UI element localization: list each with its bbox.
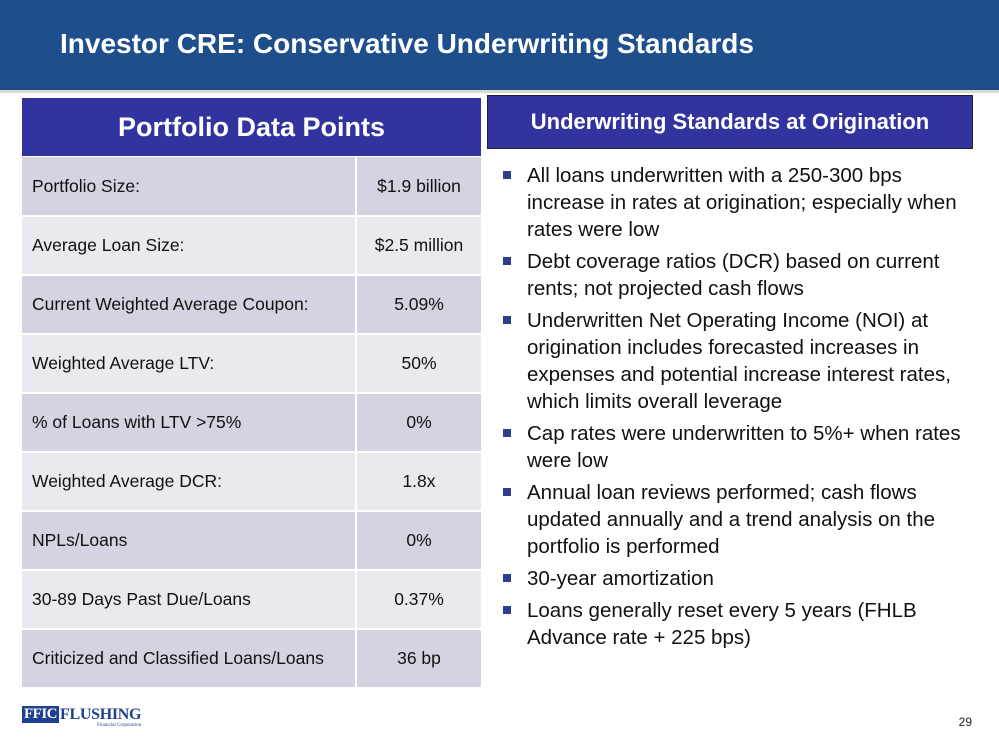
table-row: % of Loans with LTV >75% 0% [22, 393, 481, 453]
bullet-icon [503, 171, 511, 179]
row-value: 0.37% [356, 570, 481, 630]
table-row: Weighted Average LTV: 50% [22, 334, 481, 394]
logo-subtitle: Financial Corporation [97, 723, 142, 728]
bullet-text: All loans underwritten with a 250-300 bp… [527, 164, 957, 241]
bullet-text: Loans generally reset every 5 years (FHL… [527, 599, 917, 649]
bullet-text: 30-year amortization [527, 567, 714, 590]
bullet-icon [503, 257, 511, 265]
row-value: 0% [356, 393, 481, 453]
underwriting-bullet-list: All loans underwritten with a 250-300 bp… [497, 162, 977, 656]
table-row: Weighted Average DCR: 1.8x [22, 452, 481, 512]
row-label: Weighted Average DCR: [22, 452, 357, 512]
row-label: NPLs/Loans [22, 511, 357, 571]
table-row: NPLs/Loans 0% [22, 511, 481, 571]
list-item: All loans underwritten with a 250-300 bp… [497, 162, 977, 243]
list-item: 30-year amortization [497, 565, 977, 592]
row-label: Weighted Average LTV: [22, 334, 357, 394]
underwriting-header: Underwriting Standards at Origination [487, 95, 973, 149]
table-row: Portfolio Size: $1.9 billion [22, 157, 481, 217]
row-label: Portfolio Size: [22, 157, 357, 217]
bullet-icon [503, 574, 511, 582]
list-item: Underwritten Net Operating Income (NOI) … [497, 307, 977, 415]
slide-title: Investor CRE: Conservative Underwriting … [60, 28, 754, 59]
bullet-text: Cap rates were underwritten to 5%+ when … [527, 422, 961, 472]
row-label: Current Weighted Average Coupon: [22, 275, 357, 335]
row-value: 0% [356, 511, 481, 571]
table-row: Criticized and Classified Loans/Loans 36… [22, 629, 481, 689]
table-row: Average Loan Size: $2.5 million [22, 216, 481, 276]
row-label: Average Loan Size: [22, 216, 357, 276]
title-bar: Investor CRE: Conservative Underwriting … [0, 0, 999, 90]
row-label: % of Loans with LTV >75% [22, 393, 357, 453]
bullet-text: Annual loan reviews performed; cash flow… [527, 481, 936, 558]
flushing-logo: FFIC FLUSHING Financial Corporation [22, 706, 141, 736]
row-label: Criticized and Classified Loans/Loans [22, 629, 357, 689]
title-divider [0, 90, 999, 93]
list-item: Annual loan reviews performed; cash flow… [497, 479, 977, 560]
bullet-icon [503, 429, 511, 437]
row-value: 1.8x [356, 452, 481, 512]
bullet-icon [503, 316, 511, 324]
bullet-icon [503, 488, 511, 496]
row-value: 5.09% [356, 275, 481, 335]
bullet-text: Underwritten Net Operating Income (NOI) … [527, 309, 951, 413]
list-item: Loans generally reset every 5 years (FHL… [497, 597, 977, 651]
row-value: 36 bp [356, 629, 481, 689]
logo-name: FLUSHING [60, 706, 142, 723]
row-value: $1.9 billion [356, 157, 481, 217]
bullet-text: Debt coverage ratios (DCR) based on curr… [527, 250, 940, 300]
row-value: 50% [356, 334, 481, 394]
row-value: $2.5 million [356, 216, 481, 276]
row-label: 30-89 Days Past Due/Loans [22, 570, 357, 630]
list-item: Cap rates were underwritten to 5%+ when … [497, 420, 977, 474]
logo-mark: FFIC [22, 706, 59, 723]
portfolio-header: Portfolio Data Points [22, 98, 481, 156]
portfolio-header-text: Portfolio Data Points [117, 111, 385, 142]
table-row: 30-89 Days Past Due/Loans 0.37% [22, 570, 481, 630]
underwriting-header-text: Underwriting Standards at Origination [530, 109, 930, 134]
portfolio-table: Portfolio Size: $1.9 billion Average Loa… [22, 157, 481, 689]
page-number: 29 [958, 715, 972, 729]
list-item: Debt coverage ratios (DCR) based on curr… [497, 248, 977, 302]
table-row: Current Weighted Average Coupon: 5.09% [22, 275, 481, 335]
bullet-icon [503, 606, 511, 614]
